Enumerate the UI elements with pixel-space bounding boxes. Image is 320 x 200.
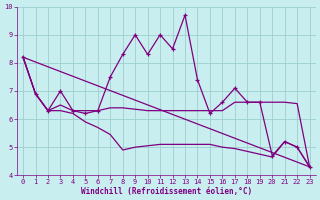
X-axis label: Windchill (Refroidissement éolien,°C): Windchill (Refroidissement éolien,°C) xyxy=(81,187,252,196)
